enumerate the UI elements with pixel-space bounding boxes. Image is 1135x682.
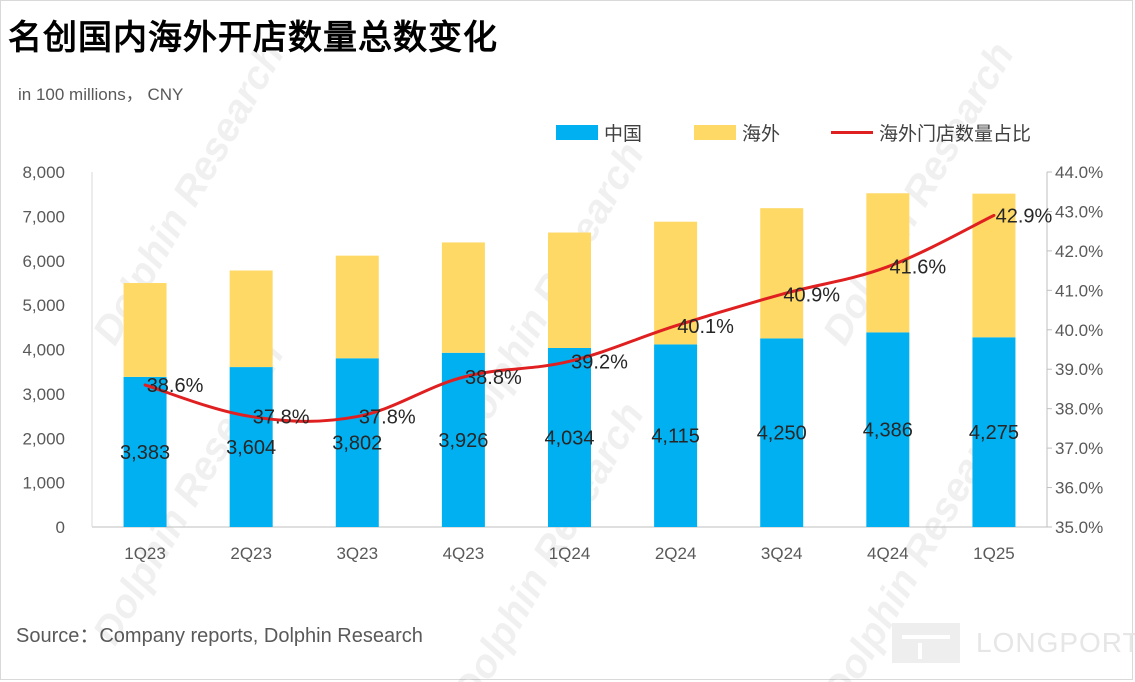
data-label-ratio: 41.6% [889, 257, 946, 279]
chart-title: 名创国内海外开店数量总数变化 [8, 18, 498, 58]
y2-tick-label: 41.0% [1055, 281, 1103, 300]
legend-label-overseas: 海外 [742, 122, 781, 145]
data-label-china: 4,115 [651, 426, 700, 448]
bar-overseas [654, 221, 698, 345]
bar-china [866, 332, 910, 527]
data-label-china: 4,034 [544, 427, 594, 449]
y-tick-label: 3,000 [22, 385, 65, 404]
bar-china [229, 367, 273, 527]
y2-tick-label: 44.0% [1055, 163, 1103, 182]
data-label-ratio: 39.2% [571, 351, 628, 373]
data-label-ratio: 38.8% [465, 367, 522, 389]
data-label-china: 3,383 [120, 442, 170, 464]
data-label-ratio: 42.9% [996, 205, 1053, 227]
y-tick-label: 5,000 [22, 296, 65, 315]
source-note: Source：Company reports, Dolphin Research [16, 625, 423, 647]
y2-tick-label: 36.0% [1055, 479, 1103, 498]
y-tick-label: 4,000 [22, 341, 65, 360]
bar-china [123, 376, 167, 527]
data-label-china: 3,604 [226, 437, 276, 459]
ratio-line [143, 213, 996, 423]
logo-text: LONGPORT [976, 627, 1135, 658]
y2-tick-label: 38.0% [1055, 400, 1103, 419]
y-tick-label: 1,000 [22, 474, 65, 493]
x-tick-label: 2Q24 [655, 544, 697, 563]
legend-label-china: 中国 [604, 122, 643, 145]
y2-tick-label: 42.0% [1055, 242, 1103, 261]
y-tick-label: 8,000 [22, 163, 65, 182]
bar-overseas [548, 232, 591, 348]
legend-item-china: 中国 [556, 118, 642, 146]
bar-overseas [335, 255, 379, 359]
bar-overseas [441, 242, 485, 353]
bar-china [760, 338, 804, 527]
x-tick-label: 1Q23 [124, 544, 166, 563]
axes: 0 1,000 2,000 3,000 4,000 5,000 6,000 7,000 8,00… [22, 163, 1103, 563]
ratio-line-layer [143, 213, 996, 423]
x-tick-label: 4Q24 [867, 544, 909, 563]
bars [123, 193, 1016, 527]
x-tick-label: 1Q25 [973, 544, 1015, 563]
data-label-ratio: 37.8% [359, 407, 416, 429]
x-tick-label: 3Q24 [761, 544, 803, 563]
legend-item-overseas: 海外 [694, 118, 780, 146]
longport-logo: LONGPORT [892, 623, 1135, 663]
x-tick-label: 4Q23 [443, 544, 485, 563]
y2-tick-label: 43.0% [1055, 202, 1103, 221]
bar-china [335, 358, 379, 527]
data-label-ratio: 40.1% [677, 316, 734, 338]
legend-swatch-china [556, 124, 598, 140]
x-tick-label: 2Q23 [230, 544, 272, 563]
data-labels: 3,383 3,604 3,802 3,926 4,034 4,115 4,250 4,386… [120, 205, 1052, 464]
bar-china [972, 337, 1016, 527]
legend-swatch-ratio [831, 130, 873, 134]
unit-label: in 100 millions， CNY [18, 85, 184, 104]
legend-item-ratio: 海外门店数量占比 [831, 118, 1031, 146]
data-label-ratio: 38.6% [147, 375, 204, 397]
data-label-china: 4,386 [863, 420, 913, 442]
y2-tick-label: 37.0% [1055, 439, 1103, 458]
bar-china [548, 347, 591, 527]
y-tick-label: 7,000 [22, 207, 65, 226]
y-tick-label: 0 [56, 518, 65, 537]
y-tick-label: 6,000 [22, 252, 65, 271]
y2-tick-label: 35.0% [1055, 518, 1103, 537]
y-tick-label: 2,000 [22, 429, 65, 448]
data-label-china: 4,250 [757, 423, 807, 445]
bar-overseas [760, 208, 804, 339]
data-label-china: 3,802 [332, 433, 382, 455]
data-label-china: 4,275 [969, 422, 1019, 444]
legend-label-ratio: 海外门店数量占比 [879, 122, 1032, 145]
data-label-ratio: 37.8% [253, 407, 310, 429]
logo-mark-icon [892, 623, 960, 663]
data-label-ratio: 40.9% [783, 284, 840, 306]
legend: 中国 海外 海外门店数量占比 [0, 118, 1135, 146]
bar-overseas [123, 283, 167, 377]
y2-tick-label: 40.0% [1055, 321, 1103, 340]
bar-overseas [229, 270, 273, 368]
data-label-china: 3,926 [438, 430, 488, 452]
bar-overseas [972, 193, 1016, 338]
x-tick-label: 3Q23 [336, 544, 378, 563]
bar-china [654, 344, 698, 527]
y2-tick-label: 39.0% [1055, 360, 1103, 379]
legend-swatch-overseas [694, 124, 736, 140]
x-tick-label: 1Q24 [549, 544, 591, 563]
bar-overseas [866, 193, 910, 333]
